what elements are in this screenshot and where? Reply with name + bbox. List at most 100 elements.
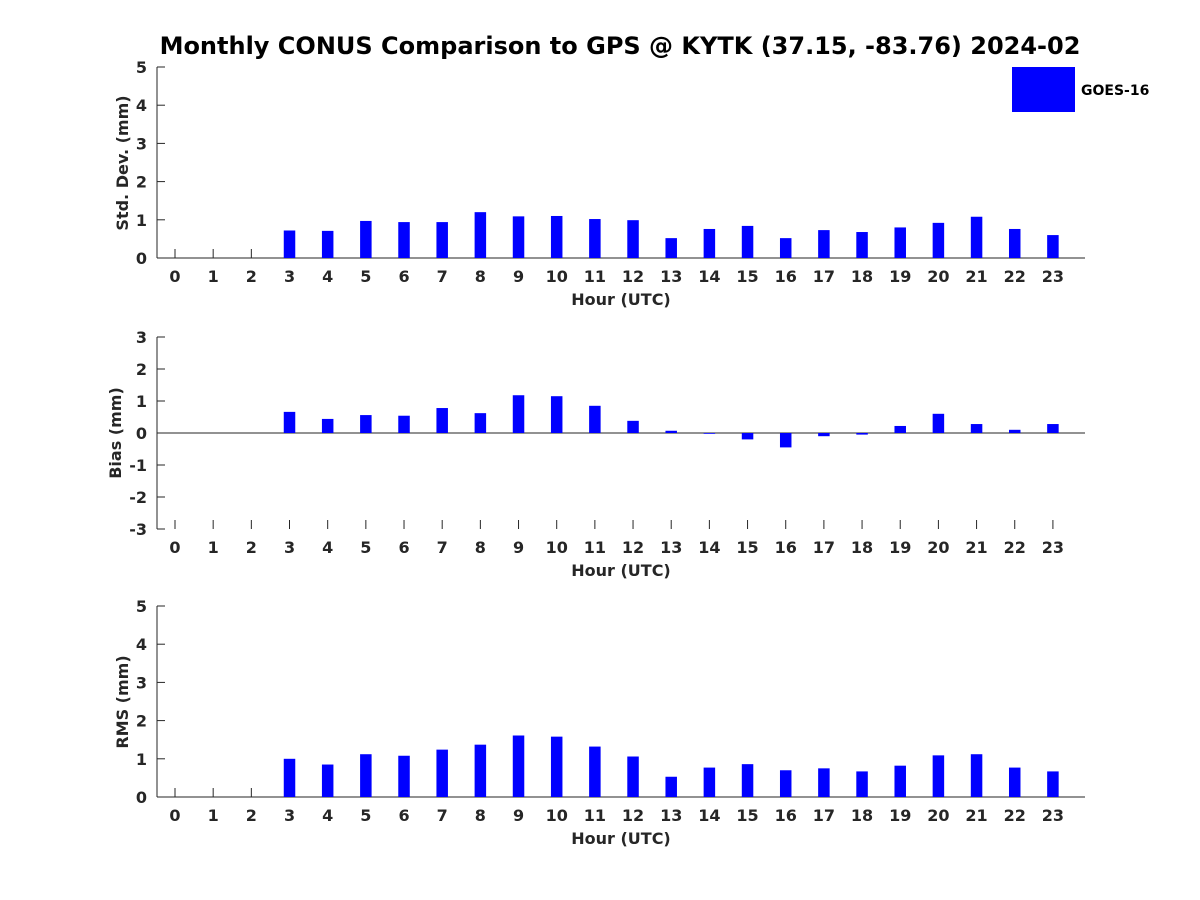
x-tick-label: 12 bbox=[622, 806, 644, 825]
x-tick-label: 17 bbox=[813, 538, 835, 557]
x-tick-label: 15 bbox=[736, 538, 758, 557]
x-tick-label: 5 bbox=[360, 267, 371, 286]
bar bbox=[474, 212, 487, 258]
x-tick-label: 18 bbox=[851, 806, 873, 825]
bar bbox=[818, 433, 830, 437]
x-tick-label: 13 bbox=[660, 267, 682, 286]
x-tick-label: 3 bbox=[284, 267, 295, 286]
x-tick-label: 16 bbox=[775, 267, 797, 286]
x-tick-label: 5 bbox=[360, 538, 371, 557]
x-tick-label: 8 bbox=[475, 806, 486, 825]
x-tick-label: 7 bbox=[437, 538, 448, 557]
bar bbox=[703, 228, 716, 258]
y-tick-label: 4 bbox=[136, 635, 147, 654]
y-axis-label: Std. Dev. (mm) bbox=[113, 95, 132, 230]
bar bbox=[818, 768, 830, 797]
bar bbox=[1008, 228, 1021, 258]
y-tick-label: 4 bbox=[136, 96, 147, 115]
bar bbox=[398, 755, 410, 797]
bar bbox=[1047, 235, 1059, 258]
x-tick-label: 20 bbox=[927, 267, 949, 286]
x-tick-label: 13 bbox=[660, 538, 682, 557]
x-tick-label: 8 bbox=[475, 267, 486, 286]
bar bbox=[932, 222, 945, 258]
bar bbox=[398, 222, 410, 258]
legend: GOES-16 bbox=[1012, 67, 1149, 112]
bar bbox=[589, 746, 601, 797]
y-tick-label: 1 bbox=[136, 392, 147, 411]
y-tick-label: 5 bbox=[136, 58, 147, 77]
bar bbox=[894, 765, 906, 797]
bar bbox=[283, 758, 296, 797]
bar bbox=[665, 238, 677, 258]
x-tick-label: 11 bbox=[584, 806, 606, 825]
bar bbox=[894, 227, 906, 258]
y-tick-label: -2 bbox=[129, 488, 147, 507]
y-tick-label: 1 bbox=[136, 750, 147, 769]
y-tick-label: 0 bbox=[136, 788, 147, 807]
x-tick-label: 4 bbox=[322, 806, 333, 825]
x-tick-label: 8 bbox=[475, 538, 486, 557]
bar bbox=[321, 418, 334, 433]
bar bbox=[436, 749, 448, 797]
x-tick-label: 15 bbox=[736, 806, 758, 825]
bar bbox=[779, 433, 792, 448]
x-tick-label: 10 bbox=[546, 538, 568, 557]
x-tick-label: 16 bbox=[775, 538, 797, 557]
bar bbox=[856, 771, 868, 797]
x-axis-label: Hour (UTC) bbox=[571, 829, 671, 848]
bar bbox=[779, 238, 792, 258]
x-tick-label: 11 bbox=[584, 267, 606, 286]
x-tick-label: 4 bbox=[322, 267, 333, 286]
x-tick-label: 18 bbox=[851, 538, 873, 557]
y-tick-label: 3 bbox=[136, 673, 147, 692]
x-tick-label: 9 bbox=[513, 538, 524, 557]
x-tick-label: 19 bbox=[889, 267, 911, 286]
bar bbox=[512, 216, 525, 258]
bar bbox=[665, 430, 677, 433]
x-tick-label: 22 bbox=[1004, 267, 1026, 286]
bar bbox=[856, 433, 868, 435]
bar bbox=[1008, 429, 1021, 433]
bar bbox=[589, 405, 601, 433]
bar bbox=[321, 764, 334, 797]
x-tick-label: 13 bbox=[660, 806, 682, 825]
x-tick-label: 1 bbox=[208, 267, 219, 286]
x-tick-label: 6 bbox=[398, 267, 409, 286]
x-tick-label: 0 bbox=[169, 267, 180, 286]
y-tick-label: 0 bbox=[136, 424, 147, 443]
bar bbox=[856, 232, 868, 258]
x-tick-label: 22 bbox=[1004, 538, 1026, 557]
x-tick-label: 14 bbox=[698, 806, 720, 825]
bar bbox=[360, 754, 372, 797]
x-tick-label: 16 bbox=[775, 806, 797, 825]
x-tick-label: 21 bbox=[965, 538, 987, 557]
x-tick-label: 12 bbox=[622, 538, 644, 557]
x-tick-label: 20 bbox=[927, 806, 949, 825]
y-tick-label: 0 bbox=[136, 249, 147, 268]
bar bbox=[741, 225, 754, 258]
x-tick-label: 7 bbox=[437, 806, 448, 825]
x-axis-label: Hour (UTC) bbox=[571, 290, 671, 309]
x-tick-label: 21 bbox=[965, 267, 987, 286]
x-tick-label: 3 bbox=[284, 806, 295, 825]
y-tick-label: 2 bbox=[136, 712, 147, 731]
x-tick-label: 17 bbox=[813, 806, 835, 825]
bar bbox=[627, 756, 639, 797]
x-tick-label: 2 bbox=[246, 806, 257, 825]
y-tick-label: -1 bbox=[129, 456, 147, 475]
bar bbox=[894, 425, 906, 433]
bar bbox=[1047, 771, 1059, 797]
x-tick-label: 14 bbox=[698, 267, 720, 286]
y-tick-label: 2 bbox=[136, 360, 147, 379]
bar bbox=[550, 396, 563, 433]
bar bbox=[703, 767, 716, 797]
bar bbox=[474, 413, 487, 433]
x-tick-label: 17 bbox=[813, 267, 835, 286]
y-tick-label: 3 bbox=[136, 328, 147, 347]
x-tick-label: 19 bbox=[889, 806, 911, 825]
bar bbox=[512, 395, 525, 433]
y-axis-label: RMS (mm) bbox=[113, 655, 132, 748]
y-axis-label: Bias (mm) bbox=[106, 387, 125, 479]
